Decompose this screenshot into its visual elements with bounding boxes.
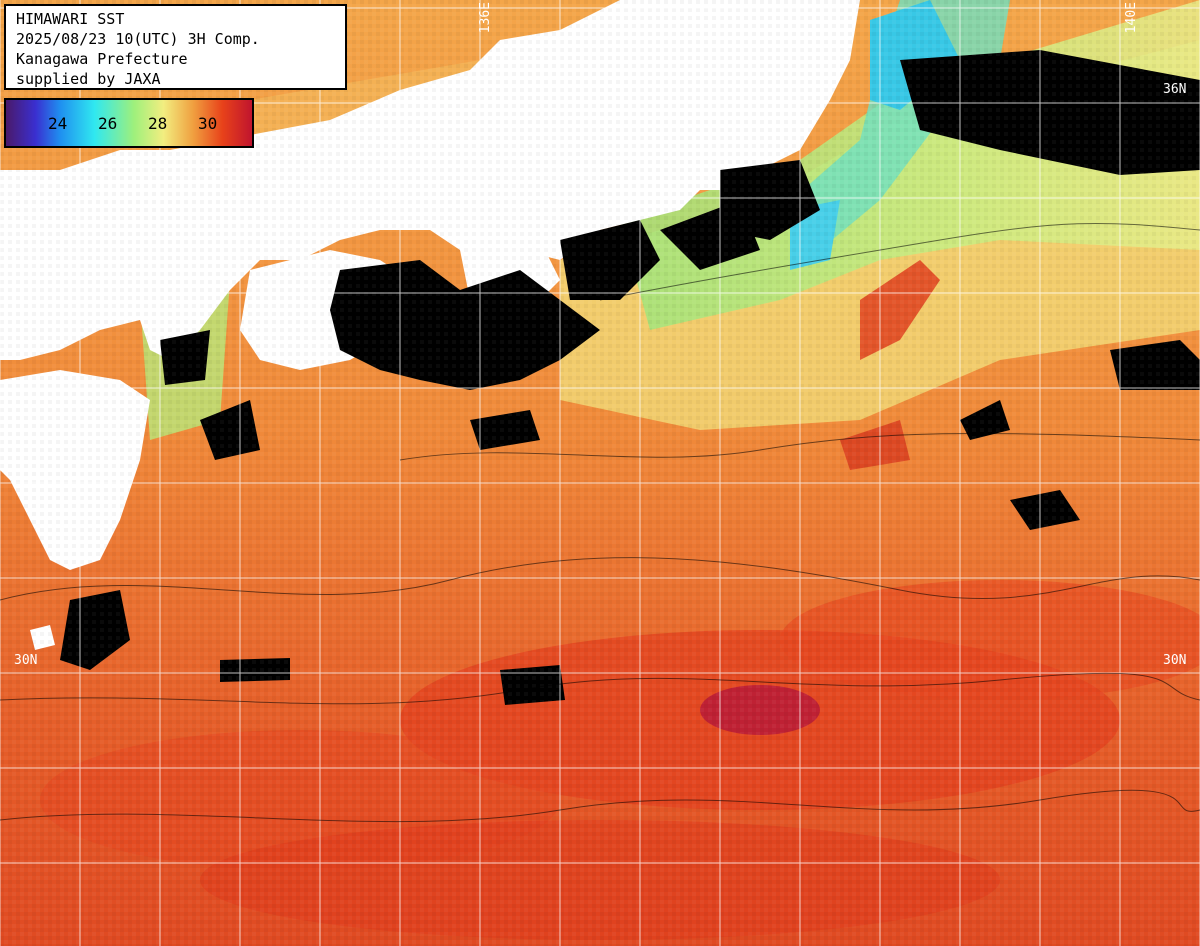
title-line-organization: Kanagawa Prefecture — [16, 50, 188, 68]
lon-label-140e: 140E — [1124, 2, 1139, 34]
title-line-credit: supplied by JAXA — [16, 70, 161, 88]
lat-label-30n-right: 30N — [1163, 653, 1187, 668]
legend-tick-30: 30 — [198, 114, 218, 133]
legend-tick-26: 26 — [98, 114, 118, 133]
lon-label-136e: 136E — [478, 2, 493, 34]
legend-tick-28: 28 — [148, 114, 168, 133]
temperature-color-legend: 24 26 28 30 — [4, 98, 254, 148]
map-title-box: HIMAWARI SST 2025/08/23 10(UTC) 3H Comp.… — [4, 4, 347, 90]
title-line-product: HIMAWARI SST — [16, 10, 125, 28]
lat-label-30n: 30N — [14, 653, 38, 668]
legend-tick-24: 24 — [48, 114, 68, 133]
sst-contours — [0, 222, 1200, 823]
title-line-datetime: 2025/08/23 10(UTC) 3H Comp. — [16, 30, 260, 48]
lat-label-36n: 36N — [1163, 82, 1187, 97]
